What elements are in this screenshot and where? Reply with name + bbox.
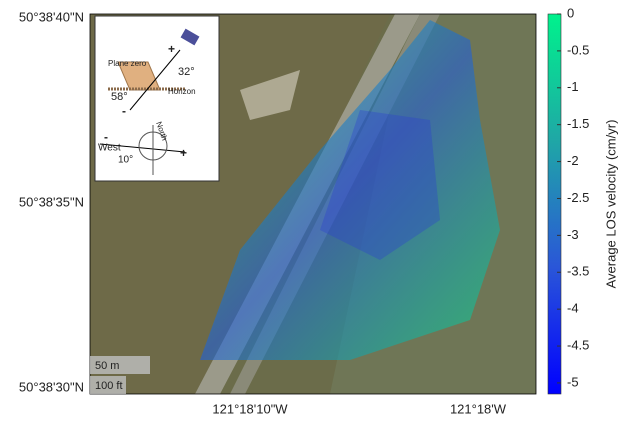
colorbar-tick-label: 0 [567,5,574,20]
label: + [168,42,175,56]
label: 10° [118,155,133,166]
colorbar-tick-label: -4.5 [567,337,589,352]
colorbar [548,14,561,394]
label: - [104,130,108,144]
colorbar-label: Average LOS velocity (cm/yr) [603,120,618,289]
lat-labels: 50°38'40"N 50°38'35"N 50°38'30"N [19,9,84,394]
lon-labels: 121°18'10"W 121°18'W [212,401,506,416]
label: - [122,104,126,118]
colorbar-tick-label: -0.5 [567,42,589,57]
colorbar-ticks: 0 -0.5 -1 -1.5 -2 -2.5 -3 -3.5 -4 -4.5 -5 [557,5,589,389]
colorbar-tick-label: -3.5 [567,264,589,279]
figure: 50 m 100 ft Plane zero Horizon 32° 58° +… [0,0,623,421]
lon-label: 121°18'W [450,401,507,416]
label: Plane zero [108,59,147,68]
lat-label: 50°38'35"N [19,194,84,209]
lat-label: 50°38'30"N [19,379,84,394]
lon-label: 121°18'10"W [212,401,288,416]
label: 58° [111,91,128,103]
colorbar-tick-label: -1.5 [567,116,589,131]
colorbar-tick-label: -3 [567,227,579,242]
lat-label: 50°38'40"N [19,9,84,24]
colorbar-tick-label: -1 [567,79,579,94]
label: Horizon [168,87,196,96]
scale-label: 50 m [95,360,119,372]
colorbar-tick-label: -2.5 [567,190,589,205]
colorbar-tick-label: -5 [567,374,579,389]
inset: Plane zero Horizon 32° 58° + - North Wes… [95,16,219,181]
label: West [98,143,121,154]
colorbar-tick-label: -2 [567,153,579,168]
label: 32° [178,66,195,78]
colorbar-tick-label: -4 [567,301,579,316]
label: + [180,146,187,160]
scale-label: 100 ft [95,380,123,392]
